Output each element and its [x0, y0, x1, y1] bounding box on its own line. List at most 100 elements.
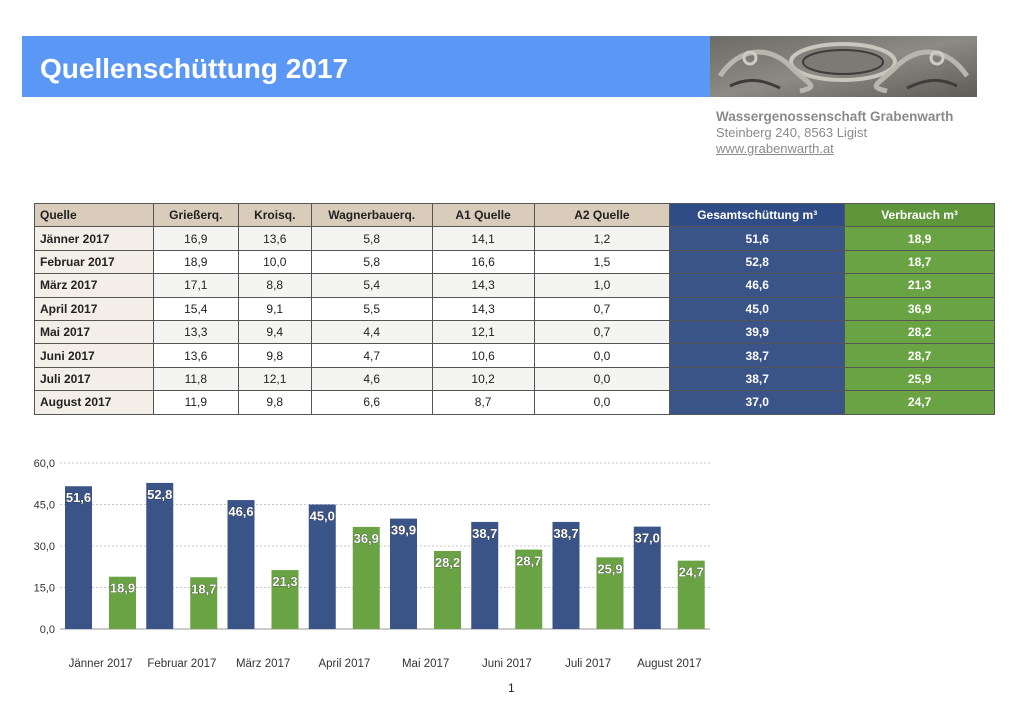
- table-cell: 51,6: [669, 226, 846, 251]
- bar-value-label: 36,9: [354, 531, 379, 546]
- table-cell: 4,7: [310, 343, 433, 368]
- table-cell: 9,4: [237, 319, 312, 345]
- table-cell: 10,2: [431, 366, 535, 392]
- spring-flow-table: Quelle Grießerq. Kroisq. Wagnerbauerq. A…: [34, 202, 995, 415]
- table-cell: 24,7: [844, 390, 995, 415]
- table-row: Jänner 2017 16,9 13,6 5,8 14,1 1,2 51,6 18,9: [34, 226, 995, 251]
- table-row: Juni 2017 13,6 9,8 4,7 10,6 0,0 38,7 28,7: [34, 343, 995, 368]
- x-category-label: August 2017: [637, 658, 702, 670]
- bar-verbrauch: [271, 570, 299, 629]
- table-row: März 2017 17,1 8,8 5,4 14,3 1,0 46,6 21,3: [34, 273, 995, 298]
- bar-gesamtschuettung: [227, 500, 255, 629]
- header-gesamtschuettung: Gesamtschüttung m³: [669, 202, 846, 228]
- header-kroisq: Kroisq.: [237, 202, 312, 228]
- bar-value-label: 37,0: [635, 531, 660, 546]
- table-cell: 28,2: [844, 319, 995, 345]
- row-month-cell: Jänner 2017: [34, 226, 154, 251]
- header-wagnerbauerq: Wagnerbauerq.: [310, 202, 433, 228]
- x-category-label: Jänner 2017: [69, 658, 133, 670]
- table-cell: 16,6: [431, 249, 535, 275]
- y-tick-label: 60,0: [34, 458, 55, 470]
- row-month-cell: Mai 2017: [34, 319, 154, 345]
- table-cell: 5,8: [310, 249, 433, 275]
- table-cell: 38,7: [669, 343, 846, 368]
- y-tick-label: 15,0: [34, 583, 55, 595]
- table-cell: 45,0: [669, 296, 846, 321]
- org-address: Steinberg 240, 8563 Ligist: [716, 125, 868, 140]
- table-cell: 10,6: [431, 343, 535, 368]
- table-cell: 38,7: [669, 366, 846, 392]
- table-cell: 13,3: [152, 319, 239, 345]
- y-tick-label: 0,0: [40, 624, 55, 636]
- organization-info: Wassergenossenschaft Grabenwarth Steinbe…: [716, 109, 953, 157]
- bar-value-label: 45,0: [310, 509, 335, 524]
- table-cell: 4,6: [310, 366, 433, 392]
- table-cell: 8,8: [237, 273, 312, 298]
- bar-value-label: 21,3: [272, 574, 297, 589]
- table-cell: 0,0: [533, 343, 671, 368]
- bar-verbrauch: [677, 560, 705, 629]
- bar-gesamtschuettung: [633, 526, 661, 629]
- row-month-cell: April 2017: [34, 296, 154, 321]
- table-cell: 14,3: [431, 273, 535, 298]
- row-month-cell: März 2017: [34, 273, 154, 298]
- bar-gesamtschuettung: [471, 521, 499, 629]
- row-month-cell: Februar 2017: [34, 249, 154, 275]
- table-cell: 28,7: [844, 343, 995, 368]
- org-name: Wassergenossenschaft Grabenwarth: [716, 109, 954, 124]
- bar-value-label: 51,6: [66, 490, 91, 505]
- table-cell: 1,5: [533, 249, 671, 275]
- table-cell: 36,9: [844, 296, 995, 321]
- bar-verbrauch: [109, 576, 136, 629]
- table-cell: 18,9: [152, 249, 239, 275]
- table-row: Juli 2017 11,8 12,1 4,6 10,2 0,0 38,7 25,9: [34, 366, 995, 392]
- table-row: Mai 2017 13,3 9,4 4,4 12,1 0,7 39,9 28,2: [34, 319, 995, 345]
- table-cell: 0,7: [533, 319, 671, 345]
- row-month-cell: Juni 2017: [34, 343, 154, 368]
- table-cell: 17,1: [152, 273, 239, 298]
- table-cell: 1,0: [533, 273, 671, 298]
- table-cell: 16,9: [152, 226, 239, 251]
- table-cell: 15,4: [152, 296, 239, 321]
- bar-value-label: 18,7: [191, 581, 216, 596]
- page-number: 1: [508, 681, 515, 695]
- x-category-label: Mai 2017: [402, 658, 449, 670]
- bar-verbrauch: [596, 557, 624, 629]
- bar-verbrauch: [434, 550, 461, 629]
- table-cell: 5,5: [310, 296, 433, 321]
- x-category-label: Februar 2017: [147, 658, 216, 670]
- table-cell: 12,1: [237, 366, 312, 392]
- table-cell: 0,7: [533, 296, 671, 321]
- bar-value-label: 38,7: [472, 526, 497, 541]
- table-cell: 8,7: [431, 390, 535, 415]
- table-cell: 0,0: [533, 390, 671, 415]
- org-website-link[interactable]: www.grabenwarth.at: [716, 141, 834, 156]
- table-cell: 0,0: [533, 366, 671, 392]
- bar-verbrauch: [190, 577, 218, 629]
- header-verbrauch: Verbrauch m³: [844, 202, 995, 228]
- bar-value-label: 25,9: [597, 561, 622, 576]
- table-cell: 9,8: [237, 390, 312, 415]
- table-cell: 12,1: [431, 319, 535, 345]
- bar-value-label: 38,7: [553, 526, 578, 541]
- table-row: Februar 2017 18,9 10,0 5,8 16,6 1,5 52,8 18,7: [34, 249, 995, 275]
- table-cell: 13,6: [237, 226, 312, 251]
- header-a2-quelle: A2 Quelle: [533, 202, 671, 228]
- table-cell: 10,0: [237, 249, 312, 275]
- y-tick-label: 45,0: [34, 500, 55, 512]
- header-griesserq: Grießerq.: [152, 202, 239, 228]
- bar-value-label: 46,6: [228, 504, 253, 519]
- row-month-cell: August 2017: [34, 390, 154, 415]
- table-cell: 4,4: [310, 319, 433, 345]
- bar-value-label: 28,7: [516, 554, 541, 569]
- table-cell: 46,6: [669, 273, 846, 298]
- x-category-label: April 2017: [318, 658, 370, 670]
- bar-verbrauch: [515, 549, 543, 629]
- table-row: August 2017 11,9 9,8 6,6 8,7 0,0 37,0 24,7: [34, 390, 995, 415]
- table-cell: 9,8: [237, 343, 312, 368]
- bar-value-label: 39,9: [391, 523, 416, 538]
- bar-gesamtschuettung: [308, 504, 336, 629]
- header-a1-quelle: A1 Quelle: [431, 202, 535, 228]
- table-cell: 9,1: [237, 296, 312, 321]
- table-cell: 5,8: [310, 226, 433, 251]
